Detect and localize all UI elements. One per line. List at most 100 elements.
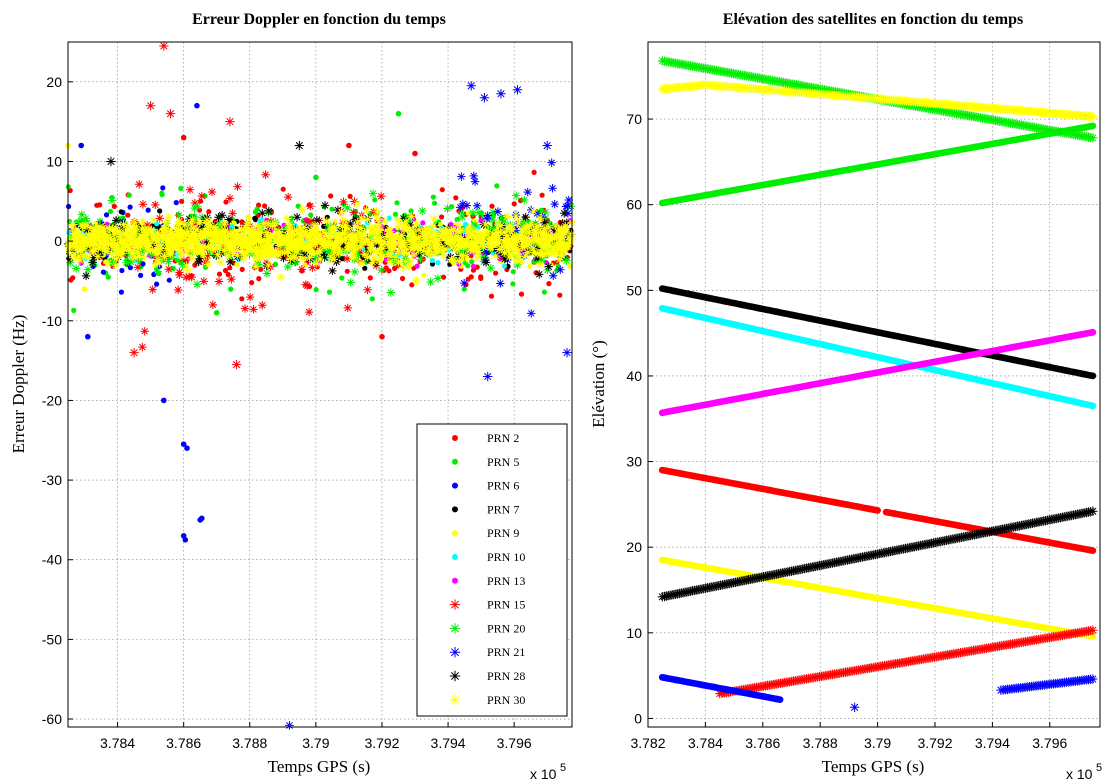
data-point [210,230,219,239]
data-point [188,215,197,224]
data-point [471,238,480,248]
data-point [312,252,321,262]
data-point [367,224,377,233]
data-point [342,254,352,263]
data-point [448,256,457,265]
data-point [306,216,316,226]
data-point [377,265,386,275]
data-point [175,236,184,246]
data-point [148,285,157,294]
data-point [512,85,523,95]
data-point [255,222,265,232]
data-point [149,215,158,224]
series-prn-6 [66,102,206,543]
data-point [111,261,121,270]
data-point [308,212,314,218]
data-point [369,207,379,217]
data-point [456,203,465,212]
data-point [157,208,163,214]
data-point [531,219,540,228]
data-point [166,227,175,236]
data-point [376,250,385,259]
data-point [346,278,355,287]
data-point [529,248,539,257]
data-point [504,246,513,256]
data-point [134,180,144,189]
data-point [288,215,294,221]
data-point [320,253,329,262]
data-point [518,242,527,251]
data-point [92,240,102,249]
data-point [341,233,350,242]
data-point [190,198,200,208]
data-point [494,183,500,189]
data-point [99,227,109,236]
data-point [292,213,302,222]
x-tick-label: 3.794 [431,735,466,751]
doppler-tick-labels: 3.784 3.786 3.788 3.79 3.792 3.794 3.796-60-50… [42,74,532,751]
data-point [454,252,464,261]
data-point [305,229,314,238]
data-point [225,271,231,278]
data-point [174,211,184,220]
data-point [155,214,164,223]
data-point [543,259,549,266]
x-tick-label: 3.784 [100,735,135,751]
data-point [484,239,494,249]
data-point [392,265,398,271]
data-point [541,289,548,295]
data-point [418,206,427,216]
data-point [397,220,406,230]
data-point [524,228,534,238]
data-point [70,275,76,281]
data-point [498,217,508,227]
data-point [514,218,523,228]
data-point [402,223,412,232]
data-point [239,266,245,272]
data-point [259,236,269,245]
data-point [316,254,325,264]
data-point [182,537,189,543]
data-point [228,209,237,218]
data-point [229,229,239,238]
legend-label: PRN 30 [487,693,525,707]
data-point [206,235,216,245]
data-point [118,209,124,215]
data-point [439,214,445,220]
data-point [453,195,459,201]
data-point [519,251,529,260]
data-point [200,243,210,252]
data-point [222,267,229,274]
data-point [369,296,375,302]
data-point [283,225,293,234]
data-point [330,248,339,257]
data-point [474,208,484,217]
data-point [267,232,276,242]
data-point [563,201,572,211]
data-point [521,212,530,222]
data-point [544,262,553,271]
data-point [241,250,250,259]
data-point [276,233,285,243]
data-point [190,219,199,229]
data-point [549,271,558,280]
y-tick-label: -10 [42,313,62,329]
data-point [453,220,462,229]
data-point [109,236,119,245]
data-point [250,231,259,240]
data-point [159,245,168,254]
data-point [457,207,466,217]
data-point [209,237,218,246]
data-point [236,239,246,249]
data-point [175,217,184,226]
data-point [320,201,330,210]
data-point [372,228,382,237]
data-point [353,217,362,227]
data-point [290,235,299,245]
data-point [311,240,320,249]
data-point [339,256,345,262]
data-point [289,253,299,262]
data-point [203,251,212,260]
data-point [137,246,146,255]
